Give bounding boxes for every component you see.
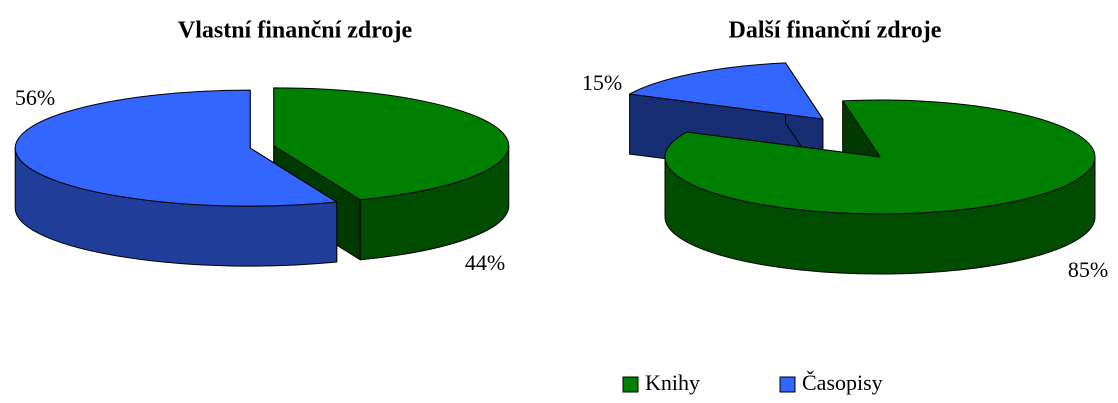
- data-label: 44%: [465, 250, 505, 275]
- data-label: 56%: [15, 85, 55, 110]
- slice: [664, 99, 1096, 215]
- legend-swatch: [622, 376, 639, 393]
- slice: [629, 62, 824, 120]
- legend-swatch: [779, 376, 796, 393]
- chart-title: Vlastní finanční zdroje: [178, 18, 413, 44]
- slice: [14, 89, 338, 207]
- legend-label: Časopisy: [802, 370, 883, 395]
- chart-title: Další finanční zdroje: [729, 18, 942, 44]
- slice: [273, 87, 510, 201]
- data-label: 15%: [582, 70, 622, 95]
- data-label: 85%: [1068, 257, 1108, 282]
- legend-label: Knihy: [645, 370, 700, 395]
